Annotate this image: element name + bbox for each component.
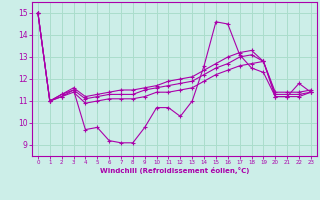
X-axis label: Windchill (Refroidissement éolien,°C): Windchill (Refroidissement éolien,°C): [100, 167, 249, 174]
